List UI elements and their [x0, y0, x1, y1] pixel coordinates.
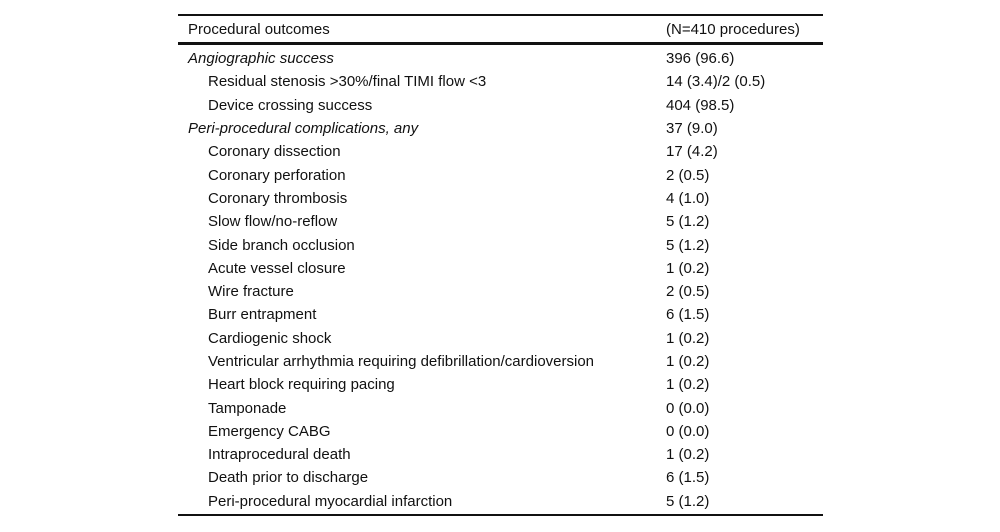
row-label: Cardiogenic shock — [208, 329, 332, 347]
table-row: Death prior to discharge 6 (1.5) — [178, 466, 823, 489]
table-header-n-procedures: (N=410 procedures) — [666, 20, 800, 38]
row-label: Angiographic success — [188, 50, 334, 68]
table-row: Side branch occlusion 5 (1.2) — [178, 233, 823, 256]
row-label: Side branch occlusion — [208, 236, 355, 254]
table-row: Coronary perforation 2 (0.5) — [178, 163, 823, 186]
table-row: Wire fracture 2 (0.5) — [178, 280, 823, 303]
row-label: Tamponade — [208, 399, 287, 417]
row-label: Slow flow/no-reflow — [208, 213, 338, 231]
row-label: Residual stenosis >30%/final TIMI flow <… — [208, 73, 487, 91]
row-value: 1 (0.2) — [666, 376, 710, 394]
row-value: 4 (1.0) — [666, 189, 710, 207]
row-value: 37 (9.0) — [666, 120, 718, 138]
row-label: Death prior to discharge — [208, 469, 369, 487]
row-value: 5 (1.2) — [666, 213, 710, 231]
table-row: Residual stenosis >30%/final TIMI flow <… — [178, 70, 823, 93]
row-value: 1 (0.2) — [666, 259, 710, 277]
table-row: Peri-procedural myocardial infarction 5 (… — [178, 490, 823, 513]
row-label: Intraprocedural death — [208, 446, 351, 464]
row-label: Heart block requiring pacing — [208, 376, 395, 394]
row-label: Coronary dissection — [208, 143, 341, 161]
table-row: Coronary thrombosis 4 (1.0) — [178, 187, 823, 210]
row-value: 2 (0.5) — [666, 283, 710, 301]
table-row: Angiographic success 396 (96.6) — [178, 47, 823, 70]
row-label: Device crossing success — [208, 96, 373, 114]
table-row: Emergency CABG 0 (0.0) — [178, 420, 823, 443]
table-row: Acute vessel closure 1 (0.2) — [178, 257, 823, 280]
table-row: Device crossing success 404 (98.5) — [178, 94, 823, 117]
table-row: Peri-procedural complications, any 37 (9.… — [178, 117, 823, 140]
table-header-outcomes: Procedural outcomes — [188, 20, 330, 38]
row-label: Coronary perforation — [208, 166, 346, 184]
row-value: 0 (0.0) — [666, 399, 710, 417]
row-value: 2 (0.5) — [666, 166, 710, 184]
row-value: 6 (1.5) — [666, 469, 710, 487]
row-value: 0 (0.0) — [666, 422, 710, 440]
row-value: 1 (0.2) — [666, 353, 710, 370]
table-row: Slow flow/no-reflow 5 (1.2) — [178, 210, 823, 233]
table-row: Tamponade 0 (0.0) — [178, 396, 823, 419]
row-label: Burr entrapment — [208, 306, 317, 324]
row-value: 1 (0.2) — [666, 329, 710, 347]
table-row: Ventricular arrhythmia requiring defibri… — [178, 350, 823, 373]
row-value: 17 (4.2) — [666, 143, 718, 161]
row-value: 396 (96.6) — [666, 50, 735, 68]
row-value: 5 (1.2) — [666, 236, 710, 254]
table-header-row: Procedural outcomes (N=410 procedures) — [178, 16, 823, 45]
row-label: Wire fracture — [208, 283, 294, 301]
table-row: Heart block requiring pacing 1 (0.2) — [178, 373, 823, 396]
row-value: 5 (1.2) — [666, 492, 710, 510]
row-value: 1 (0.2) — [666, 446, 710, 464]
row-label: Ventricular arrhythmia requiring defibri… — [208, 353, 595, 370]
table-row: Intraprocedural death 1 (0.2) — [178, 443, 823, 466]
row-label: Coronary thrombosis — [208, 189, 348, 207]
row-value: 404 (98.5) — [666, 96, 735, 114]
table-row: Cardiogenic shock 1 (0.2) — [178, 327, 823, 350]
table-row: Burr entrapment 6 (1.5) — [178, 303, 823, 326]
row-value: 6 (1.5) — [666, 306, 710, 324]
table-body: Angiographic success 396 (96.6) Residual s… — [178, 45, 823, 514]
table-row: Coronary dissection 17 (4.2) — [178, 140, 823, 163]
row-label: Peri-procedural complications, any — [188, 120, 419, 138]
row-label: Acute vessel closure — [208, 259, 346, 277]
row-label: Emergency CABG — [208, 422, 331, 440]
row-value: 14 (3.4)/2 (0.5) — [666, 73, 766, 91]
row-label: Peri-procedural myocardial infarction — [208, 492, 453, 510]
procedural-outcomes-table: Procedural outcomes (N=410 procedures) A… — [178, 14, 823, 516]
